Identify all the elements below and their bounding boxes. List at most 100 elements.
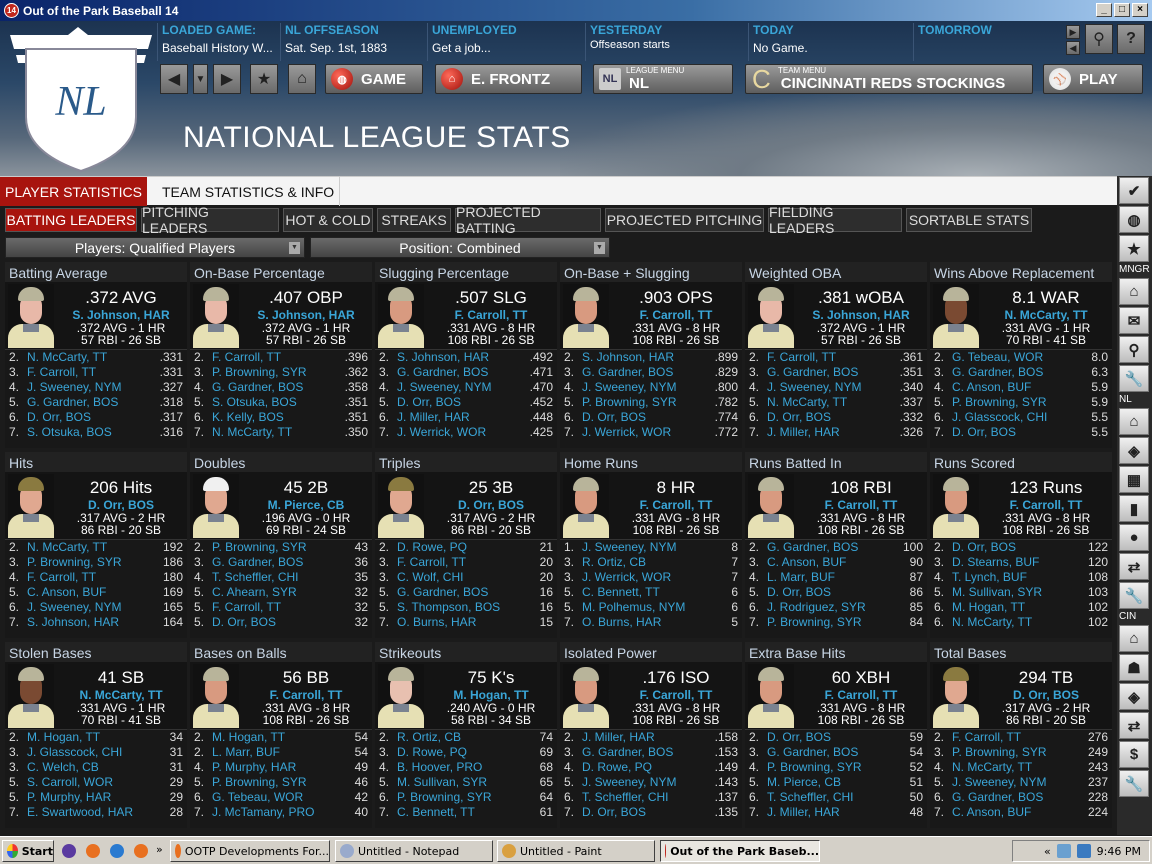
back-button[interactable]: ◀ xyxy=(160,64,188,94)
leader-name-link[interactable]: F. Carroll, TT xyxy=(269,688,343,702)
taskbar-item[interactable]: Untitled - Notepad xyxy=(335,840,493,862)
player-portrait[interactable] xyxy=(748,284,794,348)
player-name-link[interactable]: P. Browning, SYR xyxy=(27,555,122,569)
player-name-link[interactable]: G. Gardner, BOS xyxy=(212,380,304,394)
player-name-link[interactable]: P. Browning, SYR xyxy=(952,395,1047,409)
leader-name-link[interactable]: S. Johnson, HAR xyxy=(812,308,910,322)
player-name-link[interactable]: J. Miller, HAR xyxy=(582,730,655,744)
player-name-link[interactable]: J. Sweeney, NYM xyxy=(27,600,122,614)
leader-name-link[interactable]: F. Carroll, TT xyxy=(824,688,898,702)
sidebar-button[interactable]: ★ xyxy=(1119,235,1149,262)
player-name-link[interactable]: J. Sweeney, NYM xyxy=(952,775,1047,789)
quicklaunch-icon[interactable] xyxy=(62,844,76,858)
player-name-link[interactable]: J. Glasscock, CHI xyxy=(952,410,1048,424)
player-name-link[interactable]: N. McCarty, TT xyxy=(212,425,293,439)
player-name-link[interactable]: D. Stearns, BUF xyxy=(952,555,1040,569)
sidebar-button[interactable]: ☗ xyxy=(1119,654,1149,681)
subtab-pitching-leaders[interactable]: PITCHING LEADERS xyxy=(141,204,279,236)
search-button[interactable]: ⚲ xyxy=(1085,24,1113,54)
player-portrait[interactable] xyxy=(378,284,424,348)
leader-card[interactable]: 25 3B D. Orr, BOS .317 AVG - 2 HR 86 RBI - … xyxy=(375,472,557,540)
taskbar-item[interactable]: OOTP Developments For... xyxy=(170,840,330,862)
player-name-link[interactable]: G. Gardner, BOS xyxy=(767,745,859,759)
player-name-link[interactable]: G. Gardner, BOS xyxy=(767,365,859,379)
leader-name-link[interactable]: S. Johnson, HAR xyxy=(72,308,170,322)
sidebar-button[interactable]: ✔ xyxy=(1119,177,1149,204)
player-name-link[interactable]: J. Rodriguez, SYR xyxy=(767,600,866,614)
leader-name-link[interactable]: F. Carroll, TT xyxy=(639,308,713,322)
player-name-link[interactable]: N. McCarty, TT xyxy=(952,615,1033,629)
leader-name-link[interactable]: F. Carroll, TT xyxy=(454,308,528,322)
leader-card[interactable]: 123 Runs F. Carroll, TT .331 AVG - 8 HR 108… xyxy=(930,472,1112,540)
player-portrait[interactable] xyxy=(748,664,794,728)
sidebar-button[interactable]: 🔧 xyxy=(1119,365,1149,392)
player-name-link[interactable]: G. Gardner, BOS xyxy=(212,555,304,569)
subtab-fielding-leaders[interactable]: FIELDING LEADERS xyxy=(768,204,902,236)
player-name-link[interactable]: F. Carroll, TT xyxy=(212,350,282,364)
sidebar-button[interactable]: ⚲ xyxy=(1119,336,1149,363)
volume-icon[interactable] xyxy=(1076,844,1091,858)
player-name-link[interactable]: P. Browning, SYR xyxy=(582,395,677,409)
player-name-link[interactable]: P. Browning, SYR xyxy=(767,760,862,774)
player-name-link[interactable]: M. Polhemus, NYM xyxy=(582,600,686,614)
player-name-link[interactable]: S. Johnson, HAR xyxy=(27,615,120,629)
player-name-link[interactable]: C. Wolf, CHI xyxy=(397,570,464,584)
player-portrait[interactable] xyxy=(563,284,609,348)
expand-tray-icon[interactable]: « xyxy=(1043,844,1051,858)
player-portrait[interactable] xyxy=(748,474,794,538)
player-name-link[interactable]: C. Welch, CB xyxy=(27,760,99,774)
player-name-link[interactable]: M. Sullivan, SYR xyxy=(397,775,488,789)
leader-card[interactable]: .381 wOBA S. Johnson, HAR .372 AVG - 1 HR 5… xyxy=(745,282,927,350)
player-name-link[interactable]: N. McCarty, TT xyxy=(27,540,108,554)
player-name-link[interactable]: J. Sweeney, NYM xyxy=(582,380,677,394)
player-portrait[interactable] xyxy=(563,474,609,538)
player-name-link[interactable]: C. Anson, BUF xyxy=(952,380,1032,394)
sidebar-button[interactable]: ⌂ xyxy=(1119,278,1149,305)
player-name-link[interactable]: K. Kelly, BOS xyxy=(212,410,284,424)
forward-button[interactable]: ▶ xyxy=(213,64,241,94)
leader-card[interactable]: 206 Hits D. Orr, BOS .317 AVG - 2 HR 86 RBI… xyxy=(5,472,187,540)
player-name-link[interactable]: N. McCarty, TT xyxy=(27,350,108,364)
subtab-projected-pitching[interactable]: PROJECTED PITCHING xyxy=(605,208,764,232)
leader-card[interactable]: 56 BB F. Carroll, TT .331 AVG - 8 HR 108 RB… xyxy=(190,662,372,730)
player-name-link[interactable]: D. Rowe, PQ xyxy=(397,745,468,759)
player-name-link[interactable]: F. Carroll, TT xyxy=(27,570,97,584)
player-portrait[interactable] xyxy=(193,284,239,348)
subtab-hot-cold[interactable]: HOT & COLD xyxy=(283,208,373,232)
player-name-link[interactable]: T. Scheffler, CHI xyxy=(582,790,669,804)
subtab-streaks[interactable]: STREAKS xyxy=(377,208,451,232)
player-portrait[interactable] xyxy=(933,664,979,728)
play-button[interactable]: ⚾ PLAY xyxy=(1043,64,1143,94)
leader-card[interactable]: 108 RBI F. Carroll, TT .331 AVG - 8 HR 108 … xyxy=(745,472,927,540)
leader-card[interactable]: 45 2B M. Pierce, CB .196 AVG - 0 HR 69 RBI … xyxy=(190,472,372,540)
player-portrait[interactable] xyxy=(378,474,424,538)
sidebar-button[interactable]: 🔧 xyxy=(1119,582,1149,609)
close-button[interactable]: × xyxy=(1132,3,1148,17)
leader-name-link[interactable]: D. Orr, BOS xyxy=(1012,688,1080,702)
player-name-link[interactable]: T. Scheffler, CHI xyxy=(767,790,854,804)
taskbar-item[interactable]: Out of the Park Baseb... xyxy=(660,840,820,862)
player-portrait[interactable] xyxy=(8,474,54,538)
sidebar-button[interactable]: ▮ xyxy=(1119,495,1149,522)
player-name-link[interactable]: F. Carroll, TT xyxy=(27,365,97,379)
player-name-link[interactable]: M. Hogan, TT xyxy=(212,730,286,744)
leader-name-link[interactable]: M. Hogan, TT xyxy=(453,688,529,702)
sidebar-button[interactable]: ⌂ xyxy=(1119,408,1149,435)
leader-name-link[interactable]: D. Orr, BOS xyxy=(87,498,155,512)
player-name-link[interactable]: J. Sweeney, NYM xyxy=(397,380,492,394)
player-name-link[interactable]: F. Carroll, TT xyxy=(212,600,282,614)
favorites-button[interactable]: ★ xyxy=(250,64,278,94)
player-name-link[interactable]: C. Bennett, TT xyxy=(582,585,660,599)
sidebar-button[interactable]: $ xyxy=(1119,741,1149,768)
team-menu-button[interactable]: C TEAM MENU CINCINNATI REDS STOCKINGS xyxy=(745,64,1033,94)
player-name-link[interactable]: G. Gardner, BOS xyxy=(582,365,674,379)
player-name-link[interactable]: G. Tebeau, WOR xyxy=(212,790,304,804)
player-name-link[interactable]: J. Sweeney, NYM xyxy=(767,380,862,394)
player-name-link[interactable]: D. Orr, BOS xyxy=(952,425,1017,439)
leader-card[interactable]: 75 K's M. Hogan, TT .240 AVG - 0 HR 58 RBI … xyxy=(375,662,557,730)
player-name-link[interactable]: P. Murphy, HAR xyxy=(212,760,297,774)
scroll-left-icon[interactable]: ◀ xyxy=(1066,41,1080,55)
player-name-link[interactable]: D. Orr, BOS xyxy=(582,410,647,424)
player-name-link[interactable]: S. Johnson, HAR xyxy=(582,350,675,364)
player-name-link[interactable]: P. Browning, SYR xyxy=(767,615,862,629)
